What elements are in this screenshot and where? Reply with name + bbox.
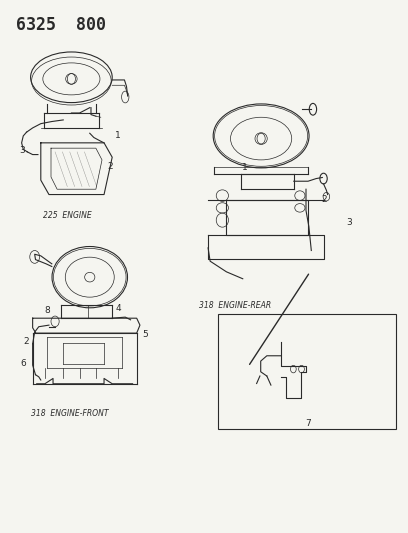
Text: 2: 2 [322,196,327,204]
Text: 1: 1 [115,132,121,140]
Text: 225  ENGINE: 225 ENGINE [43,211,92,220]
Text: 5: 5 [142,330,148,339]
Text: 318  ENGINE-FRONT: 318 ENGINE-FRONT [31,409,108,418]
Bar [218,314,396,429]
Text: 318  ENGINE-REAR: 318 ENGINE-REAR [199,301,271,310]
Text: 3: 3 [20,146,25,155]
Text: 3: 3 [346,219,352,227]
Text: 4: 4 [115,304,121,312]
Text: 8: 8 [44,306,50,314]
Text: 6: 6 [21,359,27,368]
Text: 1: 1 [242,164,248,172]
Text: 7: 7 [305,419,311,428]
Text: 6325  800: 6325 800 [16,16,106,34]
Text: 2: 2 [24,337,29,345]
Text: 2: 2 [107,162,113,171]
